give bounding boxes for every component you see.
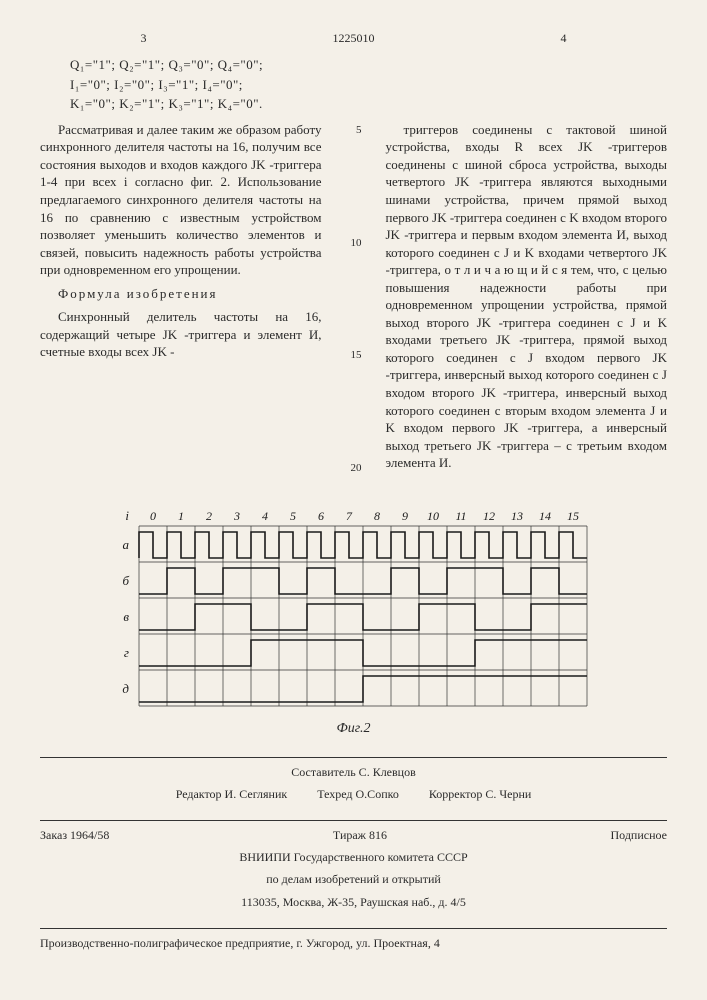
svg-text:3: 3 <box>233 509 240 523</box>
left-column: Рассматривая и далее таким же образом ра… <box>40 121 322 478</box>
org-line-1: ВНИИПИ Государственного комитета СССР <box>40 849 667 865</box>
svg-text:2: 2 <box>206 509 212 523</box>
svg-text:б: б <box>122 573 129 588</box>
line-numbers: 5 10 15 20 <box>342 121 366 478</box>
svg-text:14: 14 <box>539 509 551 523</box>
eq-I: I₁="0"; I₂="0"; I₃="1"; I₄="0"; <box>70 76 667 94</box>
tirazh: Тираж 816 <box>333 827 387 843</box>
linenum: 5 <box>342 123 362 138</box>
separator <box>40 928 667 929</box>
svg-text:12: 12 <box>483 509 495 523</box>
svg-text:6: 6 <box>318 509 324 523</box>
linenum: 15 <box>342 348 362 363</box>
right-column: триггеров соединены с тактовой шиной уст… <box>386 121 668 478</box>
separator <box>40 820 667 821</box>
order-num: Заказ 1964/58 <box>40 827 109 843</box>
separator <box>40 757 667 758</box>
left-para-1: Рассматривая и далее таким же образом ра… <box>40 121 322 279</box>
eq-Q: Q₁="1"; Q₂="1"; Q₃="0"; Q₄="0"; <box>70 56 667 74</box>
timing-svg: 0123456789101112131415iабвгд <box>111 508 597 716</box>
svg-text:10: 10 <box>427 509 439 523</box>
text-columns: Рассматривая и далее таким же образом ра… <box>40 121 667 478</box>
page-header: 3 1225010 4 <box>40 30 667 46</box>
compiler: Составитель С. Клевцов <box>40 764 667 780</box>
svg-text:5: 5 <box>290 509 296 523</box>
right-para-1: триггеров соединены с тактовой шиной уст… <box>386 121 668 472</box>
svg-text:8: 8 <box>374 509 380 523</box>
svg-text:15: 15 <box>567 509 579 523</box>
left-para-2: Синхронный делитель частоты на 16, содер… <box>40 308 322 361</box>
svg-text:11: 11 <box>455 509 466 523</box>
eq-K: K₁="0"; K₂="1"; K₃="1"; K₄="0". <box>70 95 667 113</box>
timing-diagram: 0123456789101112131415iабвгд <box>40 508 667 716</box>
linenum: 20 <box>342 461 362 476</box>
page-num-left: 3 <box>40 30 247 46</box>
svg-text:i: i <box>125 508 129 523</box>
linenum: 10 <box>342 236 362 251</box>
svg-text:0: 0 <box>150 509 156 523</box>
address: 113035, Москва, Ж-35, Раушская наб., д. … <box>40 894 667 910</box>
techred: Техред О.Сопко <box>317 786 399 802</box>
svg-text:а: а <box>122 537 129 552</box>
formula-title: Формула изобретения <box>40 285 322 303</box>
svg-text:г: г <box>123 645 128 660</box>
patent-number: 1225010 <box>250 30 457 46</box>
svg-text:д: д <box>122 681 129 696</box>
svg-text:1: 1 <box>178 509 184 523</box>
page-num-right: 4 <box>460 30 667 46</box>
corrector: Корректор С. Черни <box>429 786 531 802</box>
svg-text:13: 13 <box>511 509 523 523</box>
equations-block: Q₁="1"; Q₂="1"; Q₃="0"; Q₄="0"; I₁="0"; … <box>40 56 667 113</box>
svg-text:в: в <box>123 609 129 624</box>
footer-line: Производственно-полиграфическое предприя… <box>40 935 667 951</box>
subscription: Подписное <box>611 827 668 843</box>
editor: Редактор И. Сегляник <box>176 786 288 802</box>
org-line-2: по делам изобретений и открытий <box>40 871 667 887</box>
svg-text:4: 4 <box>262 509 268 523</box>
credits-block: Составитель С. Клевцов Редактор И. Сегля… <box>40 764 667 951</box>
svg-text:7: 7 <box>346 509 353 523</box>
figure-label: Фиг.2 <box>40 720 667 739</box>
svg-text:9: 9 <box>402 509 408 523</box>
